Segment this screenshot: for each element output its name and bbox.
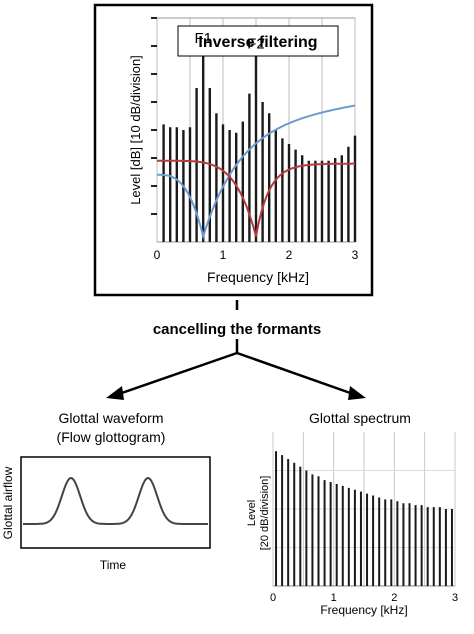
formant-label-f1: F1	[194, 30, 212, 47]
inverse-filtering-title-box	[177, 25, 339, 57]
split-arrows	[106, 339, 366, 400]
top-x-tick-label: 0	[154, 248, 161, 262]
top-x-tick-label: 3	[352, 248, 359, 262]
bottom-bars	[275, 451, 453, 586]
top-x-tick-label: 2	[286, 248, 293, 262]
waveform-title: Glottal waveform	[58, 410, 163, 426]
bottom-x-axis-label: Frequency [kHz]	[320, 603, 407, 617]
top-y-axis-label: Level [dB] [10 dB/division]	[128, 55, 143, 205]
glottal-spectrum-chart: 0 1 2 3 Level [20 dB/division] Frequency [k…	[246, 432, 458, 617]
top-x-axis-label: Frequency [kHz]	[207, 269, 309, 285]
bottom-x-tick-label: 3	[452, 592, 458, 604]
glottal-spectrum-title: Glottal spectrum	[309, 410, 411, 426]
flow-glottogram-curve	[23, 476, 208, 525]
top-x-tick-label: 1	[220, 248, 227, 262]
waveform-box	[20, 456, 211, 549]
arrowhead-left	[106, 386, 124, 400]
formant-label-f2: F2	[247, 35, 265, 52]
bottom-x-ticks: 0 1 2 3	[270, 592, 458, 604]
inverse-filter-curve-f2	[157, 159, 355, 237]
waveform-subtitle: (Flow glottogram)	[57, 429, 166, 445]
bottom-grid	[272, 432, 456, 587]
bottom-x-tick-label: 0	[270, 592, 276, 604]
waveform-y-label: Glottal airflow	[1, 466, 15, 539]
bottom-y-axis-label-1: Level	[246, 500, 258, 526]
inverse-filter-curve-f1	[157, 104, 356, 240]
waveform-x-label: Time	[100, 558, 127, 572]
top-panel-frame	[93, 3, 374, 297]
inverse-filtering-title: Inverse filtering	[198, 34, 317, 51]
bottom-y-axis-label-2: [20 dB/division]	[259, 476, 271, 551]
bottom-x-tick-label: 1	[331, 592, 337, 604]
top-chart: 0 1 2 3 Inverse filtering F1 F2 Level [dB] …	[128, 17, 359, 285]
bottom-x-tick-label: 2	[391, 592, 397, 604]
top-y-ticks	[151, 17, 157, 215]
top-x-ticks: 0 1 2 3	[154, 248, 359, 262]
arrowhead-right	[348, 386, 366, 400]
arrow-caption: cancelling the formants	[153, 321, 321, 338]
